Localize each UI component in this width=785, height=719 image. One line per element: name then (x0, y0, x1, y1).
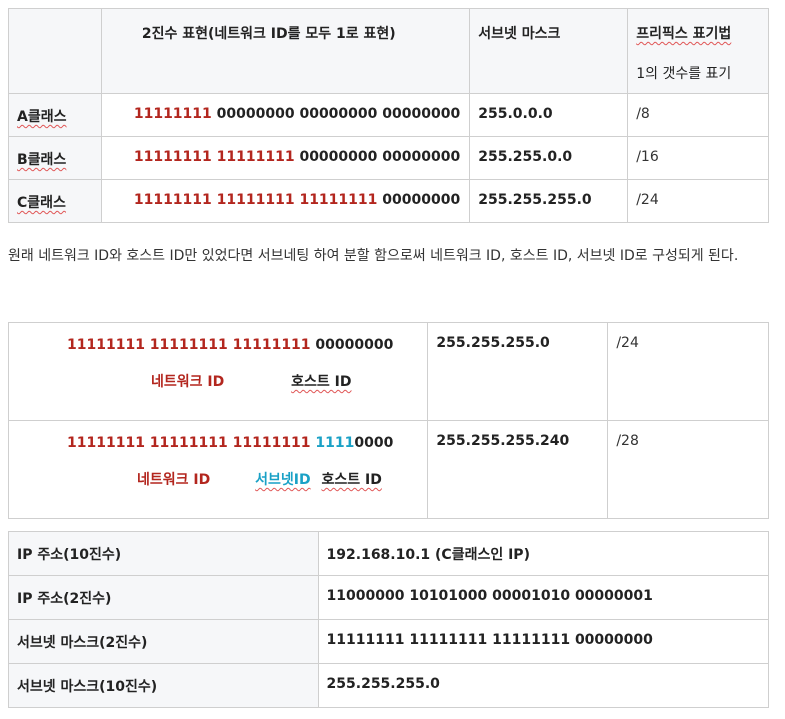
class-label: B클래스 (17, 152, 67, 168)
prefix-cell: /24 (607, 322, 769, 421)
class-mask-table: 2진수 표현(네트워크 ID를 모두 1로 표현) 서브넷 마스크 프리픽스 표… (8, 8, 769, 223)
table-row: 11111111 11111111 11111111 00000000 네트워크… (7, 322, 769, 421)
binary-breakdown-cell: 11111111 11111111 11111111 11110000 네트워크… (7, 420, 429, 519)
network-bits: 11111111 11111111 11111111 (133, 192, 378, 208)
mask-cell: 255.255.255.0 (469, 179, 629, 223)
row-label: IP 주소(2진수) (8, 575, 319, 620)
row-value: 11111111 11111111 11111111 00000000 (317, 619, 770, 664)
host-bits: 00000000 00000000 00000000 (211, 106, 461, 122)
host-id-label: 호스트 ID (291, 374, 352, 390)
mask-cell: 255.0.0.0 (469, 93, 629, 137)
header-cell-empty (8, 8, 102, 94)
row-label: IP 주소(10진수) (8, 531, 319, 576)
subnet-bits: 1111 (310, 435, 355, 451)
network-bits: 11111111 (133, 106, 212, 122)
binary-cell: 11111111 00000000 00000000 00000000 (100, 93, 471, 137)
table-header-row: 2진수 표현(네트워크 ID를 모두 1로 표현) 서브넷 마스크 프리픽스 표… (8, 8, 769, 94)
network-id-label: 네트워크 ID (151, 374, 225, 390)
table-row: 서브넷 마스크(10진수) 255.255.255.0 (8, 663, 770, 708)
table-row: A클래스 11111111 00000000 00000000 00000000… (8, 93, 769, 137)
row-value: 255.255.255.0 (317, 663, 770, 708)
network-bits: 11111111 11111111 11111111 (67, 435, 311, 451)
binary-cell: 11111111 11111111 00000000 00000000 (100, 136, 471, 180)
table-row: IP 주소(2진수) 11000000 10101000 00001010 00… (8, 575, 770, 620)
row-label: B클래스 (8, 136, 102, 180)
mask-cell: 255.255.255.240 (427, 420, 609, 519)
table-row: 11111111 11111111 11111111 11110000 네트워크… (7, 420, 769, 519)
mask-cell: 255.255.255.0 (427, 322, 609, 421)
prefix-cell: /28 (607, 420, 769, 519)
host-id-label: 호스트 ID (321, 472, 382, 488)
row-label: 서브넷 마스크(2진수) (8, 619, 319, 664)
row-label: C클래스 (8, 179, 102, 223)
network-id-label: 네트워크 ID (137, 472, 211, 488)
explanation-paragraph: 원래 네트워크 ID와 호스트 ID만 있었다면 서브네팅 하여 분할 함으로써… (8, 248, 739, 264)
binary-breakdown-cell: 11111111 11111111 11111111 00000000 네트워크… (7, 322, 429, 421)
mask-cell: 255.255.0.0 (469, 136, 629, 180)
table-row: IP 주소(10진수) 192.168.10.1 (C클래스인 IP) (8, 531, 770, 576)
host-bits: 00000000 00000000 (294, 149, 461, 165)
host-bits: 0000 (354, 435, 394, 451)
network-bits: 11111111 11111111 11111111 (67, 337, 311, 353)
subnet-example-table: 11111111 11111111 11111111 00000000 네트워크… (7, 322, 769, 519)
row-label: A클래스 (8, 93, 102, 137)
row-value: 11000000 10101000 00001010 00000001 (317, 575, 770, 620)
header-mask-text: 서브넷 마스크 (478, 26, 561, 42)
header-binary: 2진수 표현(네트워크 ID를 모두 1로 표현) (100, 8, 471, 94)
row-value: 192.168.10.1 (C클래스인 IP) (317, 531, 770, 576)
host-bits: 00000000 (310, 337, 394, 353)
row-label: 서브넷 마스크(10진수) (8, 663, 319, 708)
prefix-cell: /16 (627, 136, 769, 180)
prefix-cell: /24 (627, 179, 769, 223)
host-bits: 00000000 (377, 192, 461, 208)
prefix-cell: /8 (627, 93, 769, 137)
subnet-id-label: 서브넷ID (255, 472, 311, 488)
header-prefix-title: 프리픽스 표기법 (636, 26, 732, 42)
table-row: C클래스 11111111 11111111 11111111 00000000… (8, 179, 769, 223)
header-binary-text: 2진수 표현(네트워크 ID를 모두 1로 표현) (141, 26, 396, 42)
header-prefix-sub: 1의 갯수를 표기 (636, 66, 732, 82)
header-prefix: 프리픽스 표기법 1의 갯수를 표기 (627, 8, 769, 94)
class-label: A클래스 (17, 109, 67, 125)
binary-cell: 11111111 11111111 11111111 00000000 (100, 179, 471, 223)
table-row: B클래스 11111111 11111111 00000000 00000000… (8, 136, 769, 180)
table-row: 서브넷 마스크(2진수) 11111111 11111111 11111111 … (8, 619, 770, 664)
network-bits: 11111111 11111111 (133, 149, 295, 165)
ip-example-table: IP 주소(10진수) 192.168.10.1 (C클래스인 IP) IP 주… (8, 531, 770, 708)
header-subnet-mask: 서브넷 마스크 (469, 8, 629, 94)
class-label: C클래스 (17, 195, 66, 211)
